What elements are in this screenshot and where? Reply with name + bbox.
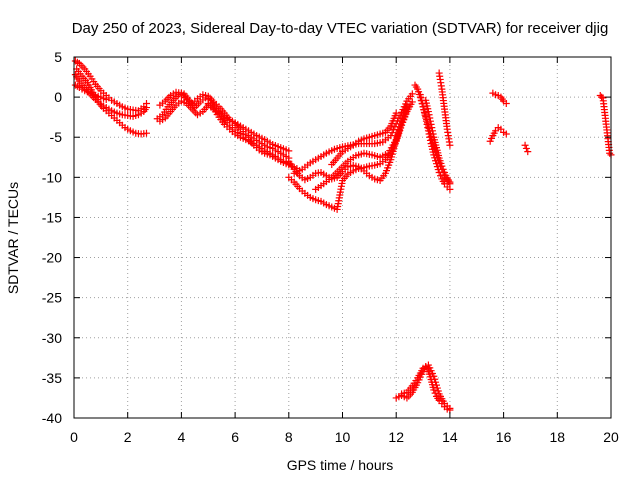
data-point bbox=[446, 141, 454, 149]
series-arc-b4 bbox=[204, 100, 293, 155]
x-tick-label: 12 bbox=[388, 429, 404, 445]
data-point bbox=[446, 178, 454, 186]
data-point bbox=[434, 387, 442, 395]
chart-title: Day 250 of 2023, Sidereal Day-to-day VTE… bbox=[72, 20, 609, 37]
data-point bbox=[390, 126, 398, 134]
x-tick-label: 0 bbox=[70, 429, 78, 445]
x-tick-label: 4 bbox=[178, 429, 186, 445]
axis-ticks: 0 2 4 6 8 10 12 14 16 18 20 5 0 -5 -10 -15 -20 -25 -30 -35 -… bbox=[42, 49, 619, 445]
data-point bbox=[387, 132, 395, 140]
y-tick-label: -20 bbox=[42, 250, 62, 266]
data-point bbox=[521, 141, 529, 149]
data-point bbox=[429, 130, 437, 138]
data-point bbox=[391, 123, 399, 131]
data-point bbox=[446, 185, 454, 193]
data-point bbox=[433, 384, 441, 392]
data-point bbox=[426, 117, 434, 125]
data-point bbox=[418, 100, 426, 108]
y-tick-label: -15 bbox=[42, 209, 62, 225]
data-point bbox=[430, 386, 438, 394]
data-point bbox=[142, 129, 150, 137]
data-point bbox=[502, 100, 510, 108]
series-arc-c4 bbox=[312, 98, 416, 193]
x-axis-label: GPS time / hours bbox=[287, 457, 394, 473]
data-point bbox=[424, 108, 432, 116]
x-tick-label: 6 bbox=[231, 429, 239, 445]
data-point bbox=[428, 124, 436, 132]
y-tick-label: -35 bbox=[42, 370, 62, 386]
data-point bbox=[416, 91, 424, 99]
data-point bbox=[425, 111, 433, 119]
x-tick-label: 14 bbox=[442, 429, 458, 445]
data-point bbox=[142, 104, 150, 112]
series-arc-f3 bbox=[521, 141, 532, 156]
data-point bbox=[524, 148, 532, 156]
data-point bbox=[439, 165, 447, 173]
data-point bbox=[285, 147, 293, 155]
data-point bbox=[432, 378, 440, 386]
y-tick-label: 0 bbox=[54, 89, 62, 105]
data-point bbox=[388, 129, 396, 137]
data-point bbox=[428, 127, 436, 135]
x-tick-label: 8 bbox=[285, 429, 293, 445]
x-tick-label: 10 bbox=[335, 429, 351, 445]
data-point bbox=[431, 375, 439, 383]
data-point bbox=[438, 162, 446, 170]
data-point bbox=[502, 130, 510, 138]
data-point bbox=[427, 120, 435, 128]
series-arc-c5 bbox=[328, 109, 400, 168]
y-tick-label: -30 bbox=[42, 330, 62, 346]
data-point bbox=[606, 149, 614, 157]
series-arc-a1 bbox=[71, 57, 150, 115]
x-tick-label: 16 bbox=[496, 429, 512, 445]
series-arc-f1 bbox=[489, 89, 510, 108]
y-tick-label: -25 bbox=[42, 290, 62, 306]
data-point bbox=[432, 381, 440, 389]
y-tick-label: -40 bbox=[42, 410, 62, 426]
data-point bbox=[430, 372, 438, 380]
x-tick-label: 2 bbox=[124, 429, 132, 445]
y-tick-label: -10 bbox=[42, 169, 62, 185]
data-point bbox=[446, 404, 454, 412]
data-point bbox=[430, 151, 438, 159]
data-point bbox=[102, 96, 110, 104]
series-arc-d4 bbox=[435, 69, 454, 149]
x-tick-label: 18 bbox=[550, 429, 566, 445]
data-point bbox=[417, 94, 425, 102]
series-arc-a4 bbox=[71, 81, 110, 104]
series-arc-e2 bbox=[398, 361, 454, 412]
data-points bbox=[71, 57, 615, 414]
data-point bbox=[522, 144, 530, 152]
data-point bbox=[408, 90, 416, 98]
series-arc-f4 bbox=[596, 92, 615, 159]
data-point bbox=[598, 93, 606, 101]
data-point bbox=[426, 114, 434, 122]
series-arc-d2 bbox=[416, 91, 454, 193]
series-arc-d3 bbox=[422, 96, 454, 186]
x-tick-label: 20 bbox=[603, 429, 619, 445]
y-tick-label: -5 bbox=[50, 129, 63, 145]
data-point bbox=[426, 136, 434, 144]
y-tick-label: 5 bbox=[54, 49, 62, 65]
y-axis-label: SDTVAR / TECUs bbox=[5, 182, 21, 294]
data-point bbox=[408, 98, 416, 106]
data-point bbox=[392, 109, 400, 117]
series-arc-f2 bbox=[486, 124, 510, 145]
